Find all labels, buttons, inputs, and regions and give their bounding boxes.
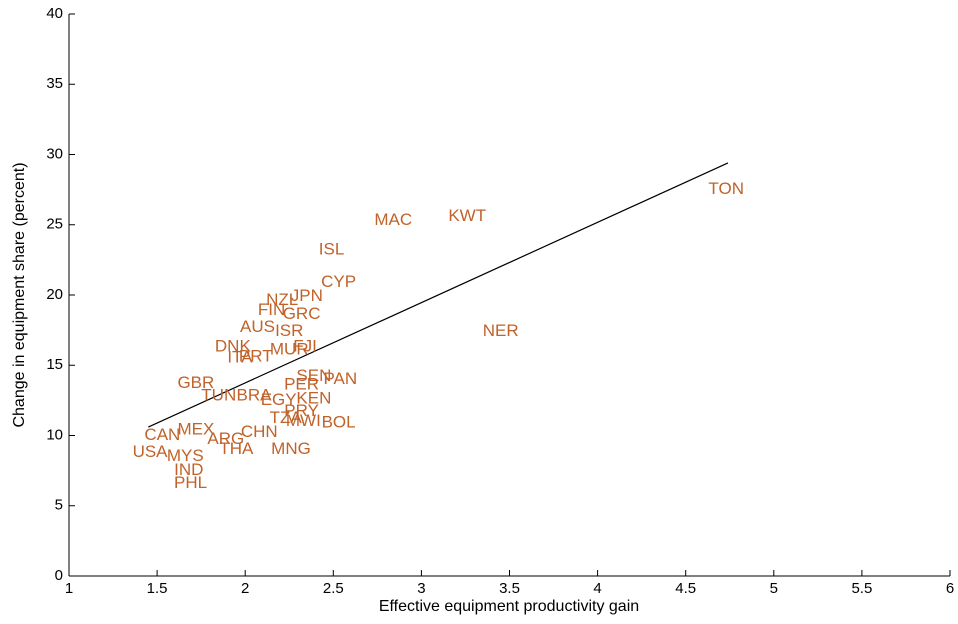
point-label: EGY: [261, 390, 297, 409]
y-tick-label: 40: [46, 5, 63, 22]
x-tick-label: 3: [417, 580, 425, 597]
point-label: BRA: [237, 386, 273, 405]
point-label: BOL: [322, 412, 356, 431]
y-tick-label: 10: [46, 426, 63, 443]
x-tick-label: 4.5: [675, 580, 696, 597]
y-tick-label: 15: [46, 356, 63, 373]
point-label: GRC: [283, 304, 321, 323]
point-label: PAN: [323, 369, 357, 388]
point-label: NER: [483, 321, 519, 340]
x-tick-label: 1.5: [147, 580, 168, 597]
x-tick-label: 3.5: [499, 580, 520, 597]
point-label: MUR: [270, 339, 309, 358]
point-label: MWI: [286, 411, 321, 430]
x-tick-label: 5: [770, 580, 778, 597]
y-tick-label: 5: [55, 497, 63, 514]
point-label: MYS: [167, 446, 204, 465]
point-label: ARG: [207, 429, 244, 448]
y-tick-label: 25: [46, 216, 63, 233]
y-tick-label: 20: [46, 286, 63, 303]
point-label: THA: [219, 439, 254, 458]
point-label: MEX: [177, 419, 214, 438]
x-tick-label: 5.5: [851, 580, 872, 597]
point-label: CAN: [144, 425, 180, 444]
x-tick-label: 6: [946, 580, 954, 597]
x-tick-label: 1: [65, 580, 73, 597]
point-label: DNK: [215, 336, 252, 355]
fit-line: [148, 162, 729, 428]
point-label: KWT: [448, 206, 486, 225]
point-label: ITA: [227, 348, 253, 367]
point-label: PHL: [174, 473, 207, 492]
point-label: MNG: [271, 439, 311, 458]
point-label: IND: [174, 460, 203, 479]
point-label: ISL: [319, 240, 345, 259]
point-label: SEN: [296, 366, 331, 385]
point-label: TZA: [270, 408, 303, 427]
point-label: FIN: [258, 300, 285, 319]
point-label: PER: [284, 374, 319, 393]
point-label: AUS: [240, 317, 275, 336]
point-label: PRT: [239, 346, 273, 365]
point-label: KEN: [296, 388, 331, 407]
y-tick-label: 30: [46, 145, 63, 162]
point-label: ISR: [275, 321, 303, 340]
point-label: JPN: [291, 286, 323, 305]
point-label: CHN: [241, 422, 278, 441]
y-axis-label: Change in equipment share (percent): [11, 162, 28, 427]
x-tick-label: 2: [241, 580, 249, 597]
point-label: GBR: [177, 373, 214, 392]
x-tick-label: 2.5: [323, 580, 344, 597]
point-label: NZL: [266, 290, 298, 309]
point-label: TUN: [201, 386, 236, 405]
y-tick-label: 35: [46, 75, 63, 92]
point-label: PRY: [284, 401, 319, 420]
point-label: FJI: [293, 336, 317, 355]
x-axis-label: Effective equipment productivity gain: [379, 598, 639, 615]
point-label: MAC: [374, 210, 412, 229]
x-tick-label: 4: [593, 580, 601, 597]
point-label: USA: [133, 442, 169, 461]
point-label: CYP: [321, 272, 356, 291]
point-label: TON: [708, 179, 744, 198]
y-tick-label: 0: [55, 567, 63, 584]
